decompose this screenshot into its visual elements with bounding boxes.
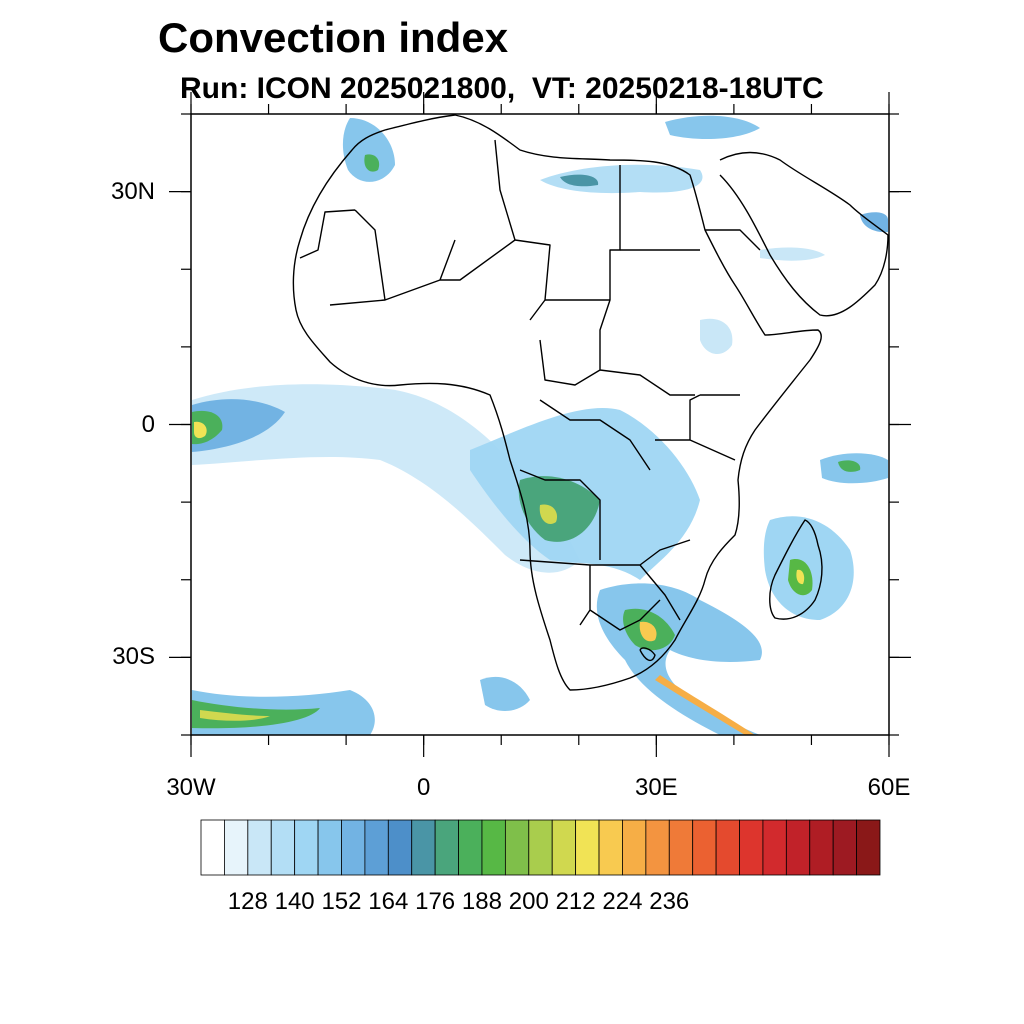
colorbar-swatch <box>809 819 834 876</box>
colorbar-swatch <box>762 819 787 876</box>
colorbar-swatch <box>270 819 296 876</box>
axis-ticks <box>169 92 911 757</box>
lat-tick-label: 30S <box>112 643 155 671</box>
colorbar-swatch <box>387 819 413 876</box>
colorbar-label: 212 <box>555 888 596 915</box>
field-s-atlantic <box>480 676 530 712</box>
borders-central <box>519 165 695 560</box>
lon-tick-label: 0 <box>416 774 431 801</box>
colorbar <box>200 819 881 876</box>
borders-east <box>620 229 761 461</box>
colorbar-swatch <box>739 819 764 876</box>
colorbar-swatch <box>247 819 272 876</box>
lat-tick-label: 0 <box>141 410 155 438</box>
colorbar-swatch <box>481 819 506 876</box>
colorbar-swatch <box>224 819 249 876</box>
colorbar-swatch <box>598 819 623 876</box>
colorbar-swatch <box>551 819 577 876</box>
field-south-yellow <box>639 621 657 642</box>
colorbar-swatch <box>645 819 670 876</box>
colorbar-swatch <box>504 819 530 876</box>
lat-tick-label: 30N <box>110 177 155 205</box>
field-indian-ocean-core <box>838 460 861 472</box>
field-gulf <box>860 212 888 233</box>
colorbar-swatch <box>434 819 459 876</box>
colorbar-label: 164 <box>368 888 409 915</box>
field-med-east <box>665 115 760 140</box>
lon-tick-label: 30E <box>634 774 678 801</box>
colorbar-swatch <box>785 819 811 876</box>
colorbar-label: 236 <box>649 888 690 915</box>
colorbar-swatch <box>411 819 436 876</box>
lon-tick-label: 30W <box>166 774 216 801</box>
field-central-core <box>518 476 600 542</box>
colorbar-swatch <box>692 819 717 876</box>
field-atlantic-core <box>192 399 285 452</box>
colorbar-swatch <box>364 819 389 876</box>
colorbar-swatch <box>715 819 740 876</box>
field-libya-core <box>560 174 599 187</box>
colorbar-swatch <box>856 819 881 876</box>
field-morocco <box>342 118 395 182</box>
field-central-yellow <box>539 504 558 525</box>
convection-field <box>192 115 888 735</box>
colorbar-label: 224 <box>602 888 643 915</box>
field-sw-core <box>192 700 320 729</box>
field-atlantic-plume <box>192 384 580 573</box>
colorbar-label: 200 <box>508 888 549 915</box>
colorbar-label: 176 <box>415 888 456 915</box>
field-sw-yellow <box>200 710 270 721</box>
coastlines-and-borders <box>292 114 889 691</box>
field-ethiopia <box>700 318 733 355</box>
colorbar-swatch <box>575 819 600 876</box>
borders-west <box>299 139 551 321</box>
map-title: Convection index <box>158 14 509 61</box>
field-madagascar-yellow <box>796 569 805 585</box>
colorbar-swatch <box>668 819 694 876</box>
colorbar-label: 140 <box>274 888 315 915</box>
field-south-band <box>596 583 762 735</box>
map-subtitle: Run: ICON 2025021800, VT: 20250218-18UTC <box>180 72 824 105</box>
field-se-streak <box>655 675 755 735</box>
colorbar-swatch <box>622 819 647 876</box>
arabia-coastline <box>719 151 889 317</box>
field-morocco-core <box>364 154 380 172</box>
colorbar-swatch <box>294 819 319 876</box>
madagascar-coastline <box>769 519 823 620</box>
colorbar-swatch <box>458 819 483 876</box>
lon-tick-label: 60E <box>867 774 911 801</box>
field-atlantic-yellow <box>194 421 207 439</box>
colorbar-swatch <box>200 819 225 876</box>
colorbar-swatch <box>341 819 366 876</box>
colorbar-label: 152 <box>321 888 362 915</box>
borders-south <box>519 539 691 662</box>
field-arabia <box>760 247 825 261</box>
colorbar-label: 188 <box>461 888 502 915</box>
colorbar-label: 128 <box>227 888 268 915</box>
colorbar-swatch <box>832 819 857 876</box>
colorbar-swatch <box>528 819 553 876</box>
colorbar-swatch <box>317 819 342 876</box>
africa-coastline <box>292 114 822 691</box>
